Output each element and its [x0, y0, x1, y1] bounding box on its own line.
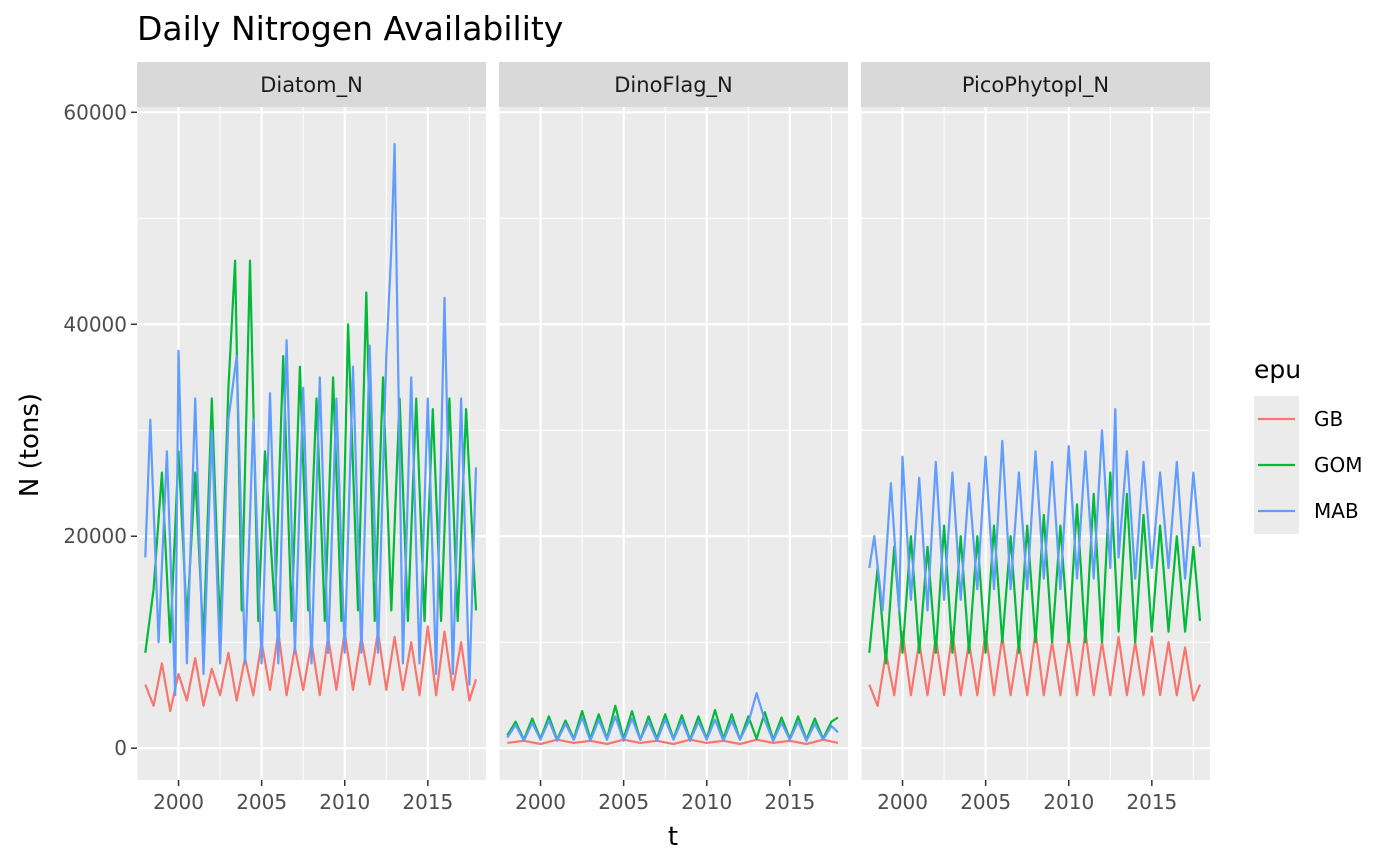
legend-label-GB: GB [1314, 407, 1343, 431]
x-tick-label: 2015 [764, 790, 815, 814]
panel-background [499, 107, 848, 780]
legend-label-GOM: GOM [1314, 453, 1363, 477]
series-line-GB [507, 738, 839, 746]
panels-layer: Diatom_N 2000 2005 2010 2015 0 20000 40000 60000… [63, 62, 1210, 814]
x-tick-label: 2010 [319, 790, 370, 814]
chart-title: Daily Nitrogen Availability [137, 9, 563, 48]
legend: epu GB GOM MAB [1254, 355, 1363, 534]
x-tick-label: 2000 [153, 790, 204, 814]
y-tick-label: 0 [114, 736, 127, 760]
panel-strip-label: Diatom_N [260, 73, 363, 98]
series-line-MAB [144, 143, 478, 697]
x-tick-label: 2005 [960, 790, 1011, 814]
y-axis-title: N (tons) [15, 393, 45, 497]
legend-label-MAB: MAB [1314, 499, 1359, 523]
panel-Diatom_N: Diatom_N 2000 2005 2010 2015 0 20000 40000 60000 [63, 62, 486, 814]
series-line-MAB [506, 691, 839, 742]
panel-PicoPhytopl_N: PicoPhytopl_N 2000 2005 2010 2015 [860, 62, 1210, 814]
x-tick-label: 2005 [598, 790, 649, 814]
panel-strip-label: PicoPhytopl_N [962, 73, 1109, 98]
panel-strip [861, 62, 1210, 107]
panel-strip [499, 62, 848, 107]
y-tick-label: 60000 [63, 100, 127, 124]
panel-strip [137, 62, 486, 107]
panel-strip-label: DinoFlag_N [614, 73, 732, 98]
y-tick-label: 40000 [63, 312, 127, 336]
legend-items: GB GOM MAB [1254, 396, 1363, 534]
x-tick-label: 2015 [1126, 790, 1177, 814]
x-tick-label: 2000 [877, 790, 928, 814]
y-tick-label: 20000 [63, 524, 127, 548]
x-tick-label: 2010 [1043, 790, 1094, 814]
panel-DinoFlag_N: DinoFlag_N 2000 2005 2010 2015 [498, 62, 848, 814]
x-tick-label: 2000 [515, 790, 566, 814]
series-line-MAB [868, 408, 1202, 612]
x-tick-label: 2015 [402, 790, 453, 814]
x-tick-label: 2005 [236, 790, 287, 814]
x-tick-label: 2010 [681, 790, 732, 814]
x-axis-title: t [668, 822, 678, 852]
legend-title: epu [1254, 355, 1301, 384]
